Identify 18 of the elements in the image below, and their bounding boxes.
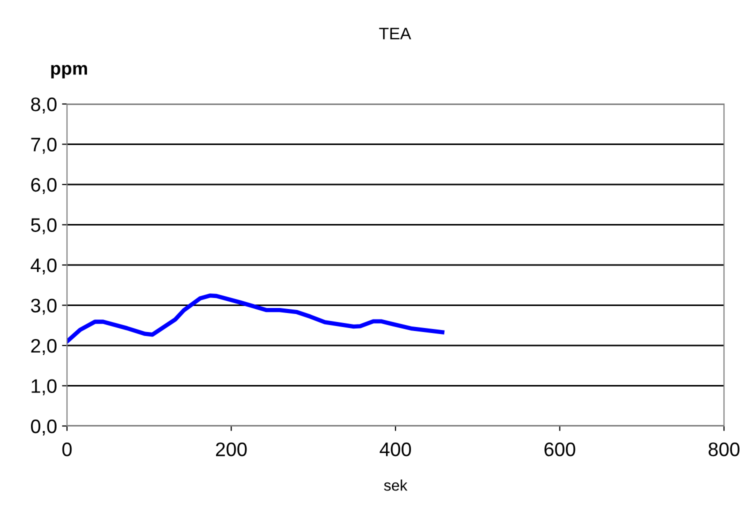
y-tick-label: 2,0	[31, 338, 57, 356]
line-series	[67, 294, 444, 344]
y-tick-label: 6,0	[31, 178, 57, 194]
y-tick-label: 5,0	[31, 218, 57, 234]
y-tick-label: 3,0	[30, 298, 57, 315]
x-tick-label: 0	[62, 442, 72, 456]
y-tick-label: 0,0	[31, 419, 57, 436]
y-axis-title: ppm	[51, 64, 87, 78]
x-tick-label: 600	[544, 442, 576, 456]
x-axis-title: sek	[384, 480, 408, 491]
x-tick-label: 800	[708, 442, 740, 456]
x-tick-label: 400	[380, 442, 411, 456]
y-tick-label: 8,0	[31, 97, 57, 114]
y-tick-label: 1,0	[32, 379, 57, 396]
y-tick-label: 4,0	[30, 258, 57, 275]
y-tick-label: 7,0	[31, 138, 57, 154]
x-tick-label: 200	[216, 442, 247, 456]
chart-title: TEA	[379, 28, 412, 40]
